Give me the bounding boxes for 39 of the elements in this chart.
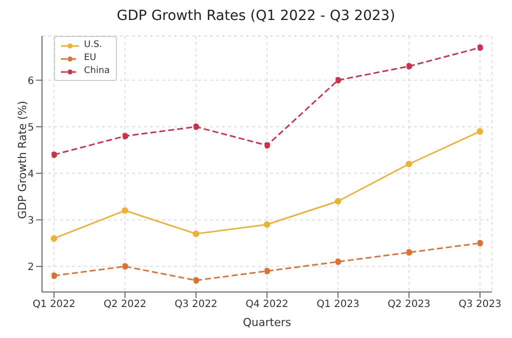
point — [476, 128, 484, 135]
legend-label: China — [84, 65, 110, 78]
point — [122, 132, 128, 140]
point — [50, 235, 58, 242]
point — [192, 277, 200, 284]
y-tick-label: 6 — [28, 76, 34, 87]
point — [192, 230, 200, 238]
point — [50, 272, 58, 279]
point — [406, 160, 412, 168]
point — [334, 198, 342, 204]
point — [476, 44, 484, 51]
x-tick-label: Q1 2023 — [316, 299, 360, 310]
y-axis-title: GDP Growth Rate (%) — [16, 100, 29, 219]
point — [334, 258, 342, 265]
point — [406, 249, 412, 256]
x-tick-label: Q4 2022 — [246, 299, 288, 310]
point — [192, 124, 200, 130]
x-tick-label: Q3 2022 — [174, 299, 218, 310]
point — [264, 142, 270, 149]
point — [264, 268, 270, 274]
point — [406, 63, 412, 70]
x-tick-label: Q3 2023 — [458, 299, 502, 310]
y-tick-label: 3 — [28, 215, 34, 226]
x-tick-label: Q2 2023 — [388, 299, 430, 310]
legend-label: EU — [84, 52, 96, 65]
point — [334, 76, 342, 84]
x-axis-title: Quarters — [242, 316, 292, 329]
point — [122, 207, 128, 214]
y-tick-label: 5 — [28, 122, 34, 134]
point — [476, 240, 484, 246]
x-tick-label: Q2 2022 — [104, 299, 146, 310]
x-tick-label: Q1 2022 — [32, 299, 76, 310]
chart-title: GDP Growth Rates (Q1 2022 - Q3 2023) — [116, 8, 396, 26]
point — [50, 151, 58, 158]
y-tick-label: 4 — [28, 168, 34, 180]
point — [264, 221, 270, 228]
y-tick-label: 2 — [28, 262, 34, 273]
point — [122, 263, 128, 270]
legend-label: U.S. — [84, 39, 102, 52]
